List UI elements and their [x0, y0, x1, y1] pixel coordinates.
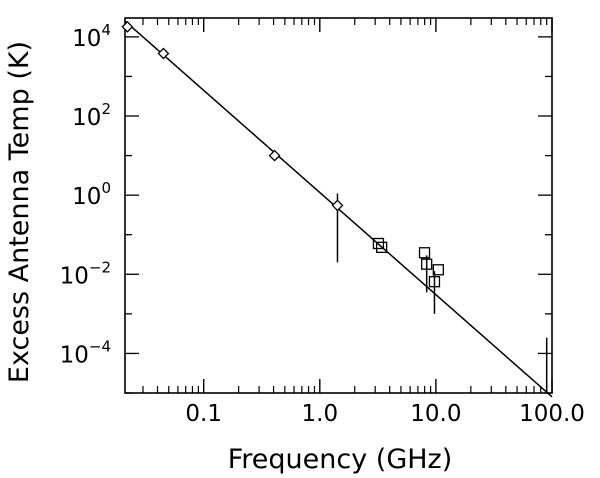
data-point-square	[421, 258, 433, 270]
x-tick-label: 0.1	[185, 401, 222, 427]
x-tick-label: 1.0	[302, 401, 339, 427]
data-point-square	[372, 237, 385, 250]
data-point-diamond	[331, 199, 344, 212]
y-tick-labels: 10−4 10−2 100 102 104	[60, 21, 111, 369]
y-tick-label: 10−4	[60, 337, 111, 368]
x-axis-label: Frequency (GHz)	[228, 444, 453, 475]
data-point-diamond	[157, 47, 170, 60]
data-points	[121, 20, 444, 288]
data-point-square	[432, 264, 444, 276]
x-tick-labels: 0.1 1.0 10.0 100.0	[185, 401, 585, 427]
x-tick-label: 100.0	[519, 401, 585, 427]
y-axis-label: Excess Antenna Temp (K)	[4, 41, 35, 383]
data-point-square	[418, 247, 431, 259]
plot-frame	[124, 17, 553, 394]
y-tick-label: 10−2	[60, 258, 111, 289]
data-point-diamond	[121, 20, 134, 33]
axes	[124, 17, 553, 394]
x-tick-label: 10.0	[410, 401, 461, 427]
y-tick-label: 104	[72, 21, 111, 52]
data-point-square	[428, 276, 441, 288]
error-bars	[336, 193, 548, 393]
data-point-square	[375, 241, 388, 253]
data-point-diamond	[268, 149, 281, 162]
y-tick-label: 102	[72, 100, 111, 131]
y-tick-label: 100	[72, 179, 111, 210]
